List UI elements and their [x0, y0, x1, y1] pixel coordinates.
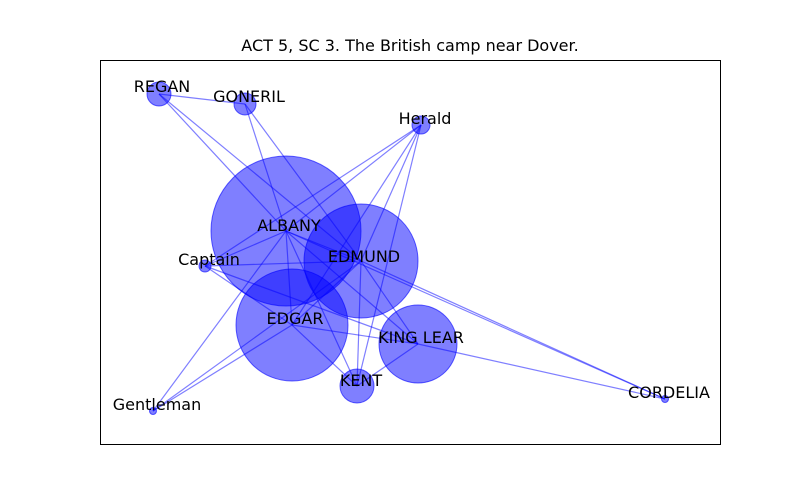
node-king-lear [378, 304, 458, 384]
node-edgar [235, 268, 349, 382]
node-label-captain: Captain [178, 250, 240, 269]
node-label-king-lear: KING LEAR [378, 328, 464, 347]
node-label-edgar: EDGAR [267, 309, 324, 328]
labels-layer: REGAN GONERIL Herald ALBANY EDMUND Captain EDG… [113, 77, 710, 414]
node-label-goneril: GONERIL [213, 87, 285, 106]
node-label-albany: ALBANY [257, 216, 321, 235]
nodes-layer [146, 81, 669, 415]
chart-title: ACT 5, SC 3. The British camp near Dover… [241, 36, 578, 55]
node-label-edmund: EDMUND [328, 247, 400, 266]
node-cordelia [661, 395, 669, 403]
node-gentleman [149, 407, 157, 415]
edge-king-lear-cordelia [417, 343, 666, 400]
node-regan [146, 81, 172, 107]
node-label-gentleman: Gentleman [113, 395, 201, 414]
node-label-cordelia: CORDELIA [628, 383, 710, 402]
node-kent [339, 368, 375, 404]
node-captain [198, 259, 212, 273]
node-label-regan: REGAN [134, 77, 191, 96]
node-label-herald: Herald [399, 109, 452, 128]
plot-frame [100, 60, 721, 445]
edge-regan-goneril [158, 93, 246, 105]
node-goneril [233, 92, 257, 116]
node-label-kent: KENT [340, 371, 383, 390]
node-herald [411, 115, 431, 135]
